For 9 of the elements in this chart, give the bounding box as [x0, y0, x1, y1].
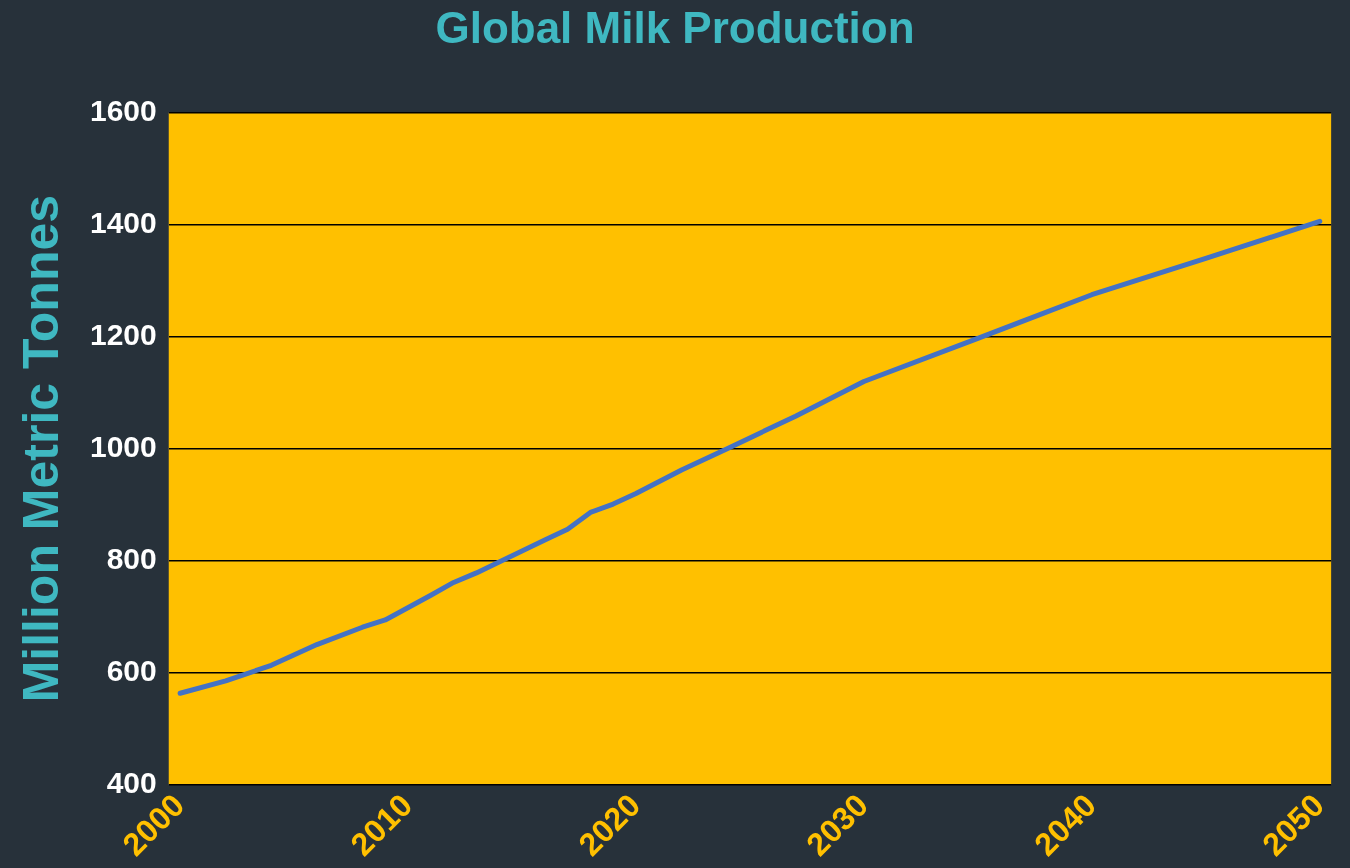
y-tick-label: 1600 — [89, 94, 157, 128]
y-tick-label: 600 — [106, 653, 157, 687]
chart-title: Global Milk Production — [435, 2, 915, 52]
y-tick-label: 1200 — [89, 317, 157, 351]
y-tick-label: 800 — [106, 541, 157, 575]
y-tick-label: 1400 — [89, 206, 157, 240]
y-axis-title: Million Metric Tonnes — [12, 194, 69, 703]
y-tick-label: 400 — [106, 765, 157, 799]
y-tick-label: 1000 — [89, 429, 157, 463]
